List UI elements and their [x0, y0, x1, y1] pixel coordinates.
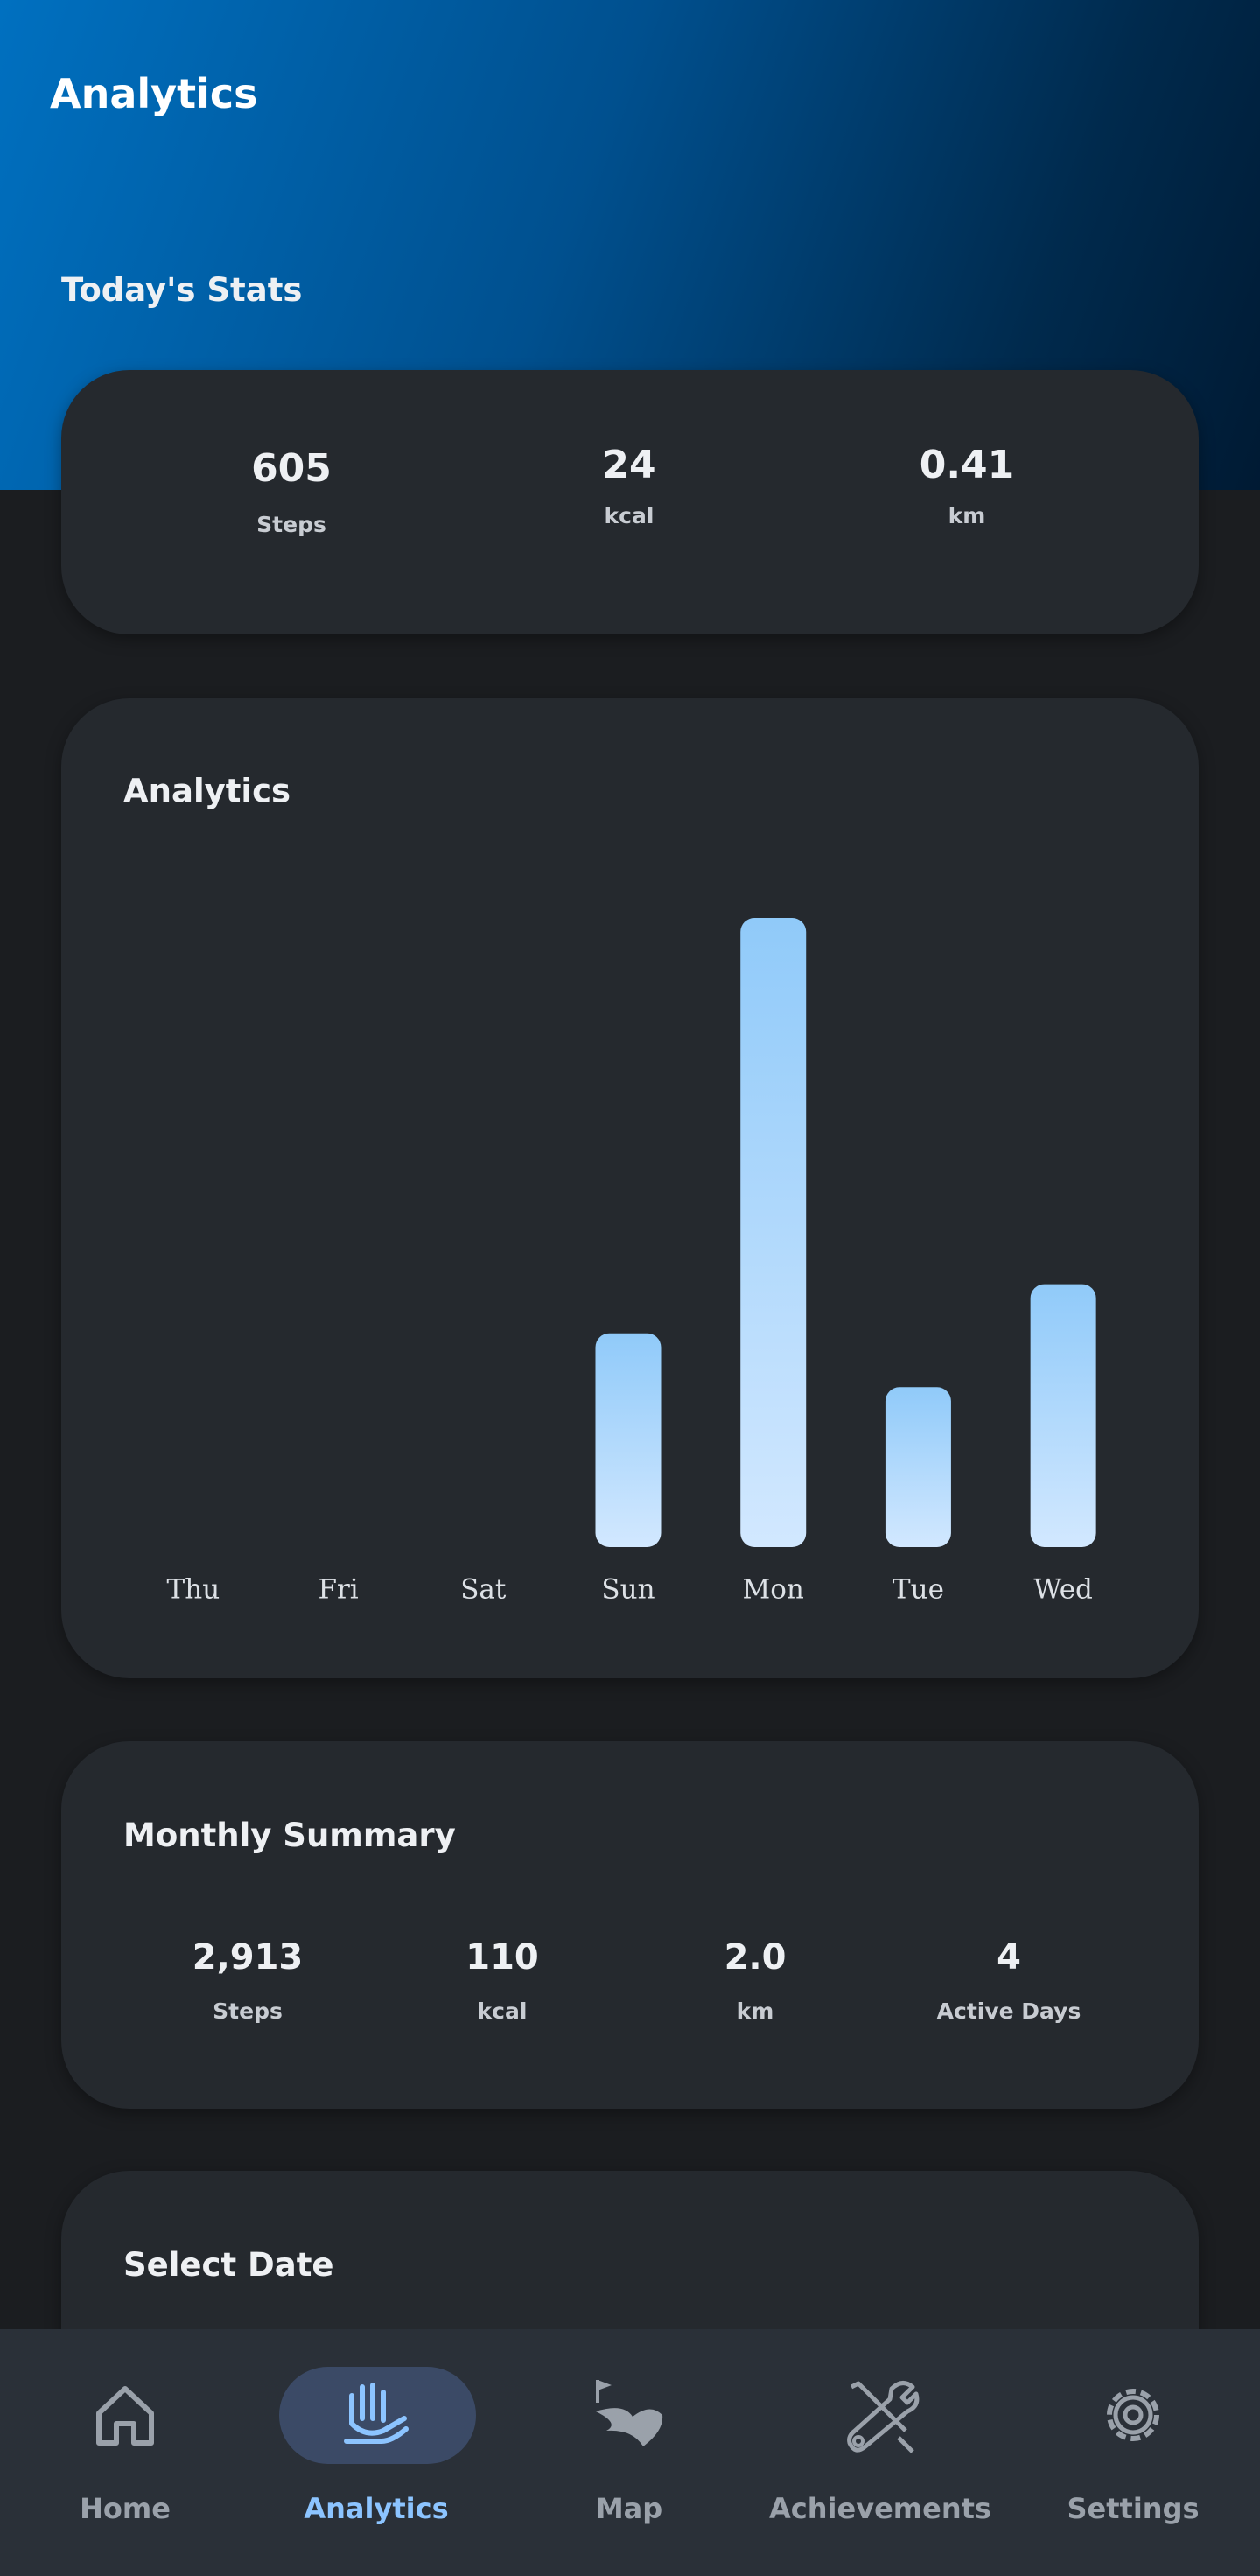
x-tick-label: Tue: [892, 1574, 944, 1606]
stat-value: 110: [466, 1937, 539, 1978]
stat-label: Steps: [256, 512, 326, 537]
stat: 605 Steps: [160, 446, 423, 537]
stat: 0.41 km: [836, 443, 1098, 528]
chart: Analytics Thu Fri Sat Sun Mon Tue Wed: [123, 773, 1096, 1606]
nav-label[interactable]: Home: [80, 2492, 171, 2525]
map-icon[interactable]: [589, 2376, 669, 2452]
x-tick-label: Mon: [743, 1574, 804, 1606]
stat-label: Steps: [213, 1998, 283, 2024]
nav-label[interactable]: Map: [595, 2492, 663, 2525]
stat-value: 0.41: [919, 443, 1015, 487]
stat: 2.0 km: [624, 1937, 886, 2024]
monthly-card: [61, 1741, 1199, 2109]
stat-label: Active Days: [936, 1998, 1082, 2024]
stat: 4 Active Days: [878, 1937, 1140, 2024]
x-tick-label: Sun: [601, 1574, 654, 1606]
x-tick-label: Thu: [167, 1574, 220, 1606]
stat-value: 2,913: [192, 1937, 304, 1978]
bar: [1030, 1284, 1096, 1547]
bar: [740, 918, 807, 1547]
x-tick-label: Sat: [460, 1574, 507, 1606]
nav-label[interactable]: Analytics: [304, 2492, 449, 2525]
home-icon[interactable]: [90, 2380, 160, 2450]
active-indicator: [279, 2367, 476, 2464]
stat-value: 24: [602, 443, 656, 487]
stat: 2,913 Steps: [116, 1937, 379, 2024]
settings-icon[interactable]: [1096, 2378, 1170, 2452]
stat-label: km: [948, 503, 986, 528]
nav-label[interactable]: Settings: [1067, 2492, 1200, 2525]
section-title: Select Date: [123, 2246, 334, 2284]
stat-label: kcal: [477, 1998, 528, 2024]
nav-label[interactable]: Achievements: [769, 2492, 991, 2525]
x-tick-label: Wed: [1033, 1574, 1093, 1606]
section-title: Today's Stats: [61, 271, 303, 309]
x-tick-label: Fri: [318, 1574, 358, 1606]
stat-value: 605: [251, 446, 332, 491]
stat-value: 4: [997, 1937, 1021, 1978]
stat: 110 kcal: [371, 1937, 634, 2024]
bar: [595, 1333, 662, 1547]
achievements-icon[interactable]: [841, 2376, 920, 2455]
chart-title: Analytics: [123, 773, 290, 810]
analytics-icon[interactable]: [340, 2380, 413, 2450]
bar: [885, 1387, 951, 1547]
stat-label: km: [736, 1998, 774, 2024]
section-title: Monthly Summary: [123, 1816, 456, 1854]
today-card: [61, 370, 1199, 634]
stat-label: kcal: [604, 503, 654, 528]
stat: 24 kcal: [498, 443, 760, 528]
stat-value: 2.0: [724, 1937, 787, 1978]
page-title: Analytics: [50, 70, 258, 117]
bottom-nav: [0, 2329, 1260, 2576]
